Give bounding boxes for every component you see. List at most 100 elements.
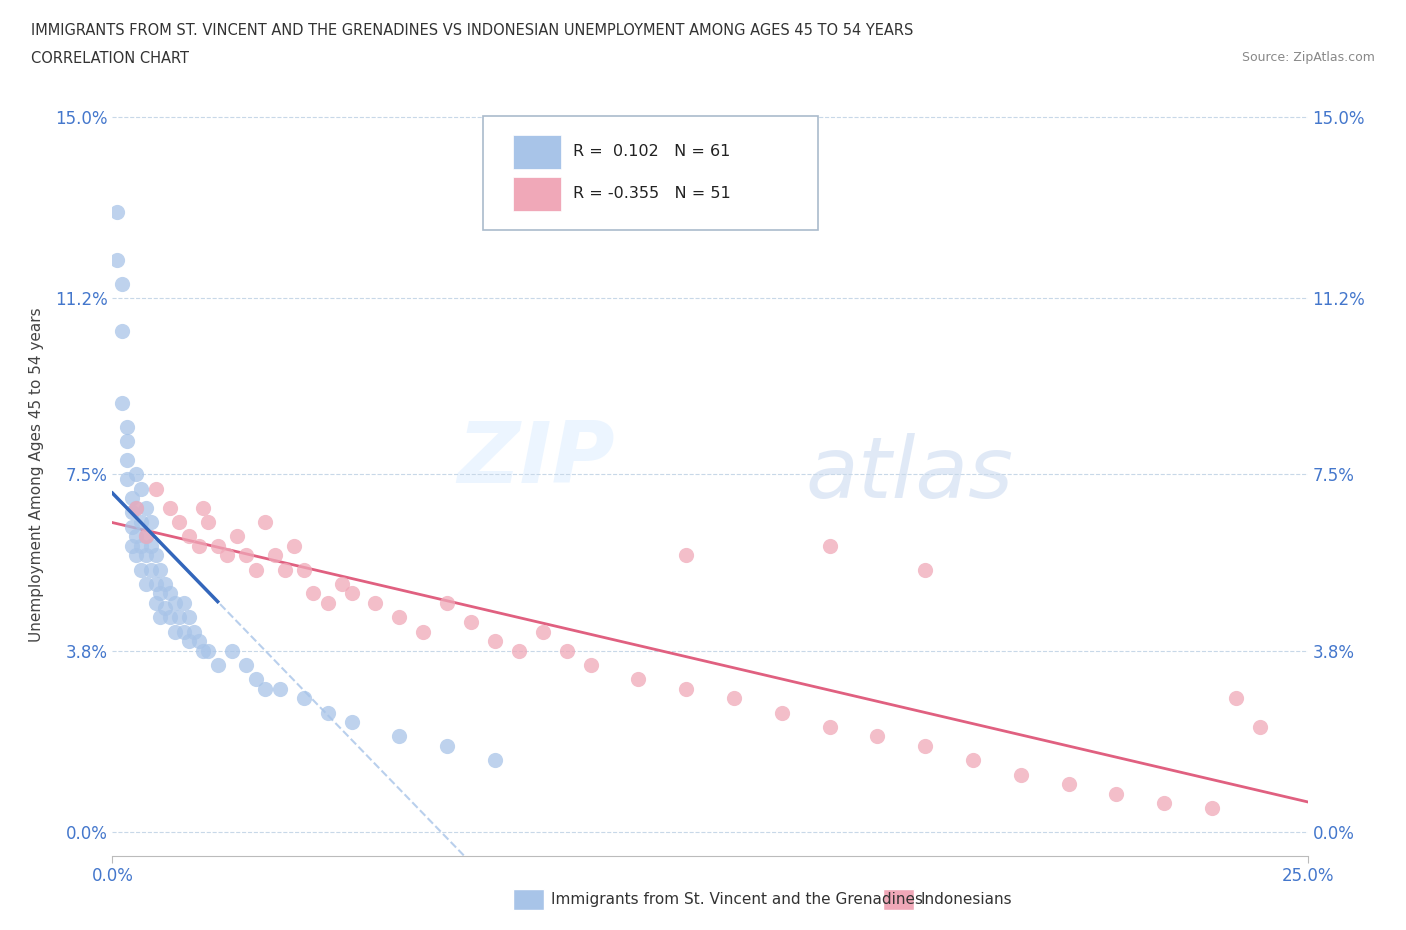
Y-axis label: Unemployment Among Ages 45 to 54 years: Unemployment Among Ages 45 to 54 years: [28, 307, 44, 642]
Point: [264, 548, 287, 563]
Point: [149, 610, 172, 625]
Point: [460, 615, 482, 630]
Point: [177, 610, 200, 625]
Point: [207, 658, 229, 672]
Point: [484, 753, 506, 768]
Point: [675, 682, 697, 697]
Point: [245, 562, 267, 577]
FancyBboxPatch shape: [513, 177, 561, 211]
Point: [145, 481, 167, 496]
FancyBboxPatch shape: [484, 116, 818, 231]
Point: [436, 738, 458, 753]
Point: [125, 500, 148, 515]
Text: R = -0.355   N = 51: R = -0.355 N = 51: [572, 186, 730, 201]
Point: [163, 595, 186, 610]
Point: [115, 453, 138, 468]
Point: [273, 562, 295, 577]
Point: [149, 562, 172, 577]
Point: [269, 682, 291, 697]
Point: [436, 595, 458, 610]
Point: [245, 671, 267, 686]
Point: [129, 562, 152, 577]
Point: [115, 433, 138, 448]
Point: [121, 519, 143, 534]
Point: [111, 395, 134, 410]
Point: [187, 633, 209, 648]
Point: [207, 538, 229, 553]
Point: [914, 562, 936, 577]
Point: [145, 577, 167, 591]
Point: [225, 529, 247, 544]
Point: [1225, 691, 1247, 706]
Point: [139, 538, 162, 553]
FancyBboxPatch shape: [513, 135, 561, 169]
Point: [159, 610, 181, 625]
Point: [254, 514, 277, 529]
Point: [159, 500, 181, 515]
Point: [818, 538, 841, 553]
Point: [217, 548, 239, 563]
Point: [173, 595, 195, 610]
Point: [121, 491, 143, 506]
Point: [121, 538, 143, 553]
Point: [388, 729, 411, 744]
Text: atlas: atlas: [806, 432, 1014, 516]
Point: [1010, 767, 1032, 782]
Text: IMMIGRANTS FROM ST. VINCENT AND THE GRENADINES VS INDONESIAN UNEMPLOYMENT AMONG : IMMIGRANTS FROM ST. VINCENT AND THE GREN…: [31, 23, 914, 38]
Point: [316, 705, 339, 720]
Point: [153, 577, 176, 591]
Point: [235, 548, 257, 563]
Point: [627, 671, 650, 686]
Point: [135, 529, 157, 544]
Text: CORRELATION CHART: CORRELATION CHART: [31, 51, 188, 66]
Point: [197, 514, 219, 529]
Point: [129, 538, 152, 553]
Point: [135, 500, 157, 515]
Point: [316, 595, 339, 610]
Point: [364, 595, 387, 610]
Point: [169, 514, 191, 529]
Point: [125, 467, 148, 482]
Point: [193, 644, 215, 658]
Point: [193, 500, 215, 515]
Point: [183, 624, 205, 639]
Text: Immigrants from St. Vincent and the Grenadines: Immigrants from St. Vincent and the Gren…: [551, 892, 924, 907]
Point: [177, 633, 200, 648]
Point: [115, 419, 138, 434]
Point: [129, 514, 152, 529]
Point: [111, 276, 134, 291]
Point: [340, 586, 363, 601]
Point: [111, 324, 134, 339]
Point: [484, 633, 506, 648]
Point: [962, 753, 984, 768]
Point: [125, 529, 148, 544]
Point: [115, 472, 138, 486]
Point: [105, 252, 128, 267]
Text: R =  0.102   N = 61: R = 0.102 N = 61: [572, 144, 730, 159]
Point: [1105, 786, 1128, 801]
Point: [125, 548, 148, 563]
Point: [121, 505, 143, 520]
Point: [105, 205, 128, 219]
Point: [135, 529, 157, 544]
Point: [283, 538, 305, 553]
Point: [508, 644, 530, 658]
Point: [330, 577, 353, 591]
Point: [914, 738, 936, 753]
Point: [388, 610, 411, 625]
Point: [1201, 801, 1223, 816]
Point: [153, 601, 176, 616]
Point: [818, 720, 841, 735]
Point: [221, 644, 243, 658]
Point: [197, 644, 219, 658]
Point: [177, 529, 200, 544]
Point: [292, 562, 315, 577]
Point: [292, 691, 315, 706]
Text: Source: ZipAtlas.com: Source: ZipAtlas.com: [1241, 51, 1375, 64]
Point: [139, 562, 162, 577]
Point: [149, 586, 172, 601]
Point: [135, 577, 157, 591]
Point: [412, 624, 434, 639]
Point: [531, 624, 554, 639]
Point: [187, 538, 209, 553]
